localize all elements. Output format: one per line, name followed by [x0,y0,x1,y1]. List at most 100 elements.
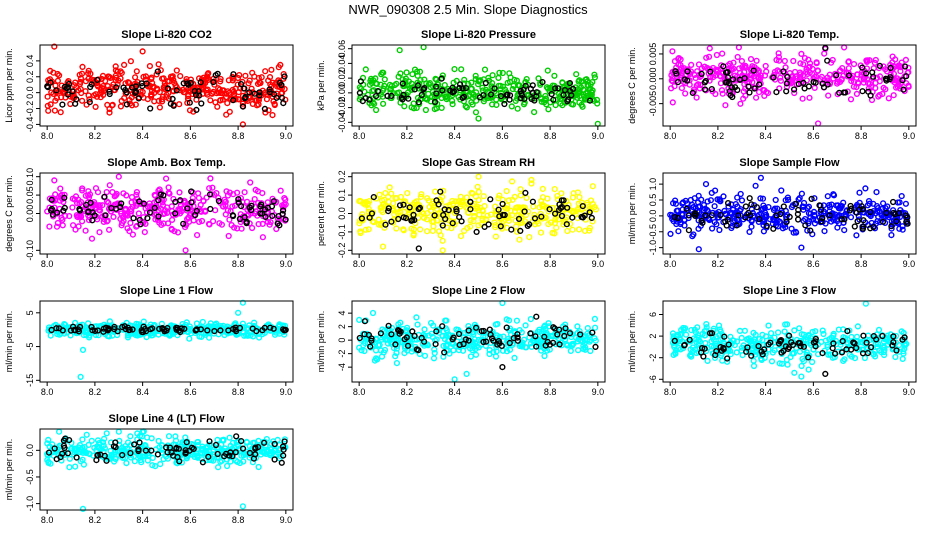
data-point [503,92,510,99]
data-point [844,345,851,352]
data-point [712,333,720,340]
data-point [61,444,68,452]
data-point [731,84,739,91]
data-point [903,73,910,80]
data-point [463,194,470,201]
data-point [503,348,511,355]
data-point [271,331,279,338]
data-point [695,61,703,68]
data-point [129,204,136,211]
data-point [792,200,800,208]
data-point [418,191,425,198]
data-point [105,199,112,206]
data-point [733,222,740,229]
y-tick-label: -2 [337,350,347,358]
x-tick-label: 8.6 [496,131,509,141]
data-point [537,210,544,218]
data-point [800,358,808,365]
data-point [701,86,709,93]
data-point [114,68,121,75]
data-point [217,327,224,334]
data-point [790,349,797,357]
data-point [77,85,84,93]
data-point [726,347,734,355]
data-point [504,205,511,212]
y-tick-label: 0.05 [25,186,35,204]
data-point [773,219,780,226]
data-point [890,333,897,340]
data-point [704,345,711,352]
x-tick-label: 8.6 [184,131,197,141]
y-tick-label: -0.2 [25,101,35,117]
data-point [386,337,393,344]
data-point [570,190,577,197]
panel-title: Slope Li-820 CO2 [121,29,211,41]
data-point [783,80,790,87]
data-point [154,216,162,224]
data-point [703,206,711,214]
data-point [219,87,226,94]
data-point [556,341,563,348]
data-point [380,69,387,76]
data-point [154,451,162,458]
data-point [130,215,137,222]
data-point [512,223,520,230]
data-point [421,352,429,359]
y-tick-label: -15 [25,374,35,387]
data-point [64,450,72,457]
data-point [268,66,275,73]
data-point [750,362,758,370]
data-point [835,212,842,219]
data-point [575,226,583,233]
data-point [535,220,542,227]
y-tick-label: 0.02 [337,69,347,87]
data-point [443,96,450,103]
data-point [834,78,841,86]
data-point [696,338,704,345]
data-point [771,205,779,212]
data-point [501,100,508,108]
data-point [763,213,770,220]
data-point [279,204,287,211]
data-point [361,331,368,338]
data-point [719,50,726,57]
data-point [516,204,523,211]
data-point [388,218,395,225]
x-tick-label: 8.6 [184,387,197,397]
data-point [698,70,705,78]
data-point [140,200,148,207]
x-tick-label: 8.6 [184,515,197,525]
data-point [557,95,564,102]
data-point [66,464,73,471]
data-point [712,90,719,98]
data-point [420,86,427,93]
data-point [809,328,816,336]
y-tick-label: 0.00 [25,205,35,223]
data-point [280,99,287,107]
y-tick-label: -0.005 [648,91,658,117]
data-point [733,349,740,356]
data-point [155,437,162,445]
x-tick-label: 8.0 [41,131,54,141]
y-tick-label: 0.06 [337,40,347,58]
data-point [380,85,387,92]
data-point [207,191,214,198]
x-tick-label: 9.0 [280,515,293,525]
data-point [392,353,399,360]
x-tick-label: 8.2 [712,259,725,269]
data-point [819,350,826,357]
data-point [527,316,534,323]
data-point [765,341,772,348]
data-point [120,61,128,69]
data-point [198,456,206,463]
data-point [800,61,807,68]
data-point [675,228,682,235]
data-point [685,212,693,219]
data-point [860,223,867,230]
data-point [722,102,729,109]
data-point [698,217,705,224]
data-point [52,196,59,203]
data-point [522,322,529,329]
data-point [73,454,80,461]
